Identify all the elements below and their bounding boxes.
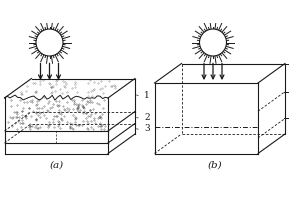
Text: (a): (a) xyxy=(50,161,64,170)
Text: (b): (b) xyxy=(207,161,222,170)
Circle shape xyxy=(200,29,226,56)
Circle shape xyxy=(36,29,63,56)
Text: 1: 1 xyxy=(144,90,150,99)
Text: 2: 2 xyxy=(144,113,150,122)
Text: 3: 3 xyxy=(144,124,150,133)
